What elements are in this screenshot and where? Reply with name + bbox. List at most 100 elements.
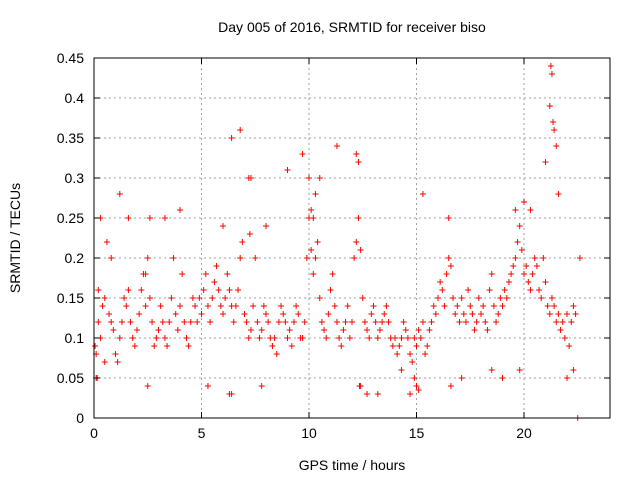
- data-point: [192, 303, 199, 309]
- data-point: [447, 263, 454, 269]
- data-point: [452, 311, 459, 317]
- data-point: [379, 319, 386, 325]
- data-point: [443, 271, 450, 277]
- data-point: [450, 295, 457, 301]
- data-point: [256, 335, 263, 341]
- data-point: [164, 343, 171, 349]
- data-point: [471, 327, 478, 333]
- data-point: [217, 303, 224, 309]
- y-tick-label: 0.25: [57, 210, 84, 226]
- data-point: [364, 327, 371, 333]
- data-point: [413, 343, 420, 349]
- data-point: [220, 223, 226, 229]
- data-point: [407, 351, 414, 357]
- data-point: [493, 319, 500, 325]
- data-point: [310, 215, 317, 221]
- data-point: [499, 303, 506, 309]
- data-point: [211, 279, 218, 285]
- data-point: [144, 255, 151, 261]
- data-point: [419, 191, 426, 197]
- data-point: [484, 327, 491, 333]
- data-point: [353, 239, 360, 245]
- data-point: [131, 343, 138, 349]
- data-point: [99, 303, 106, 309]
- data-point: [523, 263, 530, 269]
- data-point: [125, 287, 132, 293]
- data-point: [134, 327, 140, 333]
- data-point: [246, 231, 253, 237]
- data-point: [237, 127, 244, 133]
- data-point: [338, 343, 345, 349]
- data-point: [551, 303, 558, 309]
- data-point: [488, 367, 495, 373]
- data-point: [439, 287, 446, 293]
- data-point: [121, 295, 128, 301]
- data-point: [222, 295, 229, 301]
- grid-layer: [94, 58, 610, 418]
- data-point: [228, 135, 235, 141]
- data-point: [536, 287, 543, 293]
- data-point: [398, 335, 405, 341]
- data-point: [478, 311, 484, 317]
- data-point: [566, 343, 573, 349]
- data-point: [381, 311, 388, 317]
- data-point: [368, 311, 375, 317]
- data-point: [398, 367, 405, 373]
- data-point: [220, 311, 226, 317]
- data-point: [340, 327, 347, 333]
- y-tick-label: 0.05: [57, 370, 84, 386]
- data-point: [146, 295, 153, 301]
- data-point: [312, 255, 319, 261]
- data-point: [488, 271, 495, 277]
- data-point: [333, 143, 340, 149]
- data-point: [301, 319, 308, 325]
- data-point: [546, 103, 553, 109]
- data-point: [460, 311, 467, 317]
- data-point: [553, 319, 560, 325]
- data-point: [179, 271, 186, 277]
- data-point: [116, 191, 123, 197]
- data-point: [550, 119, 557, 125]
- data-point: [204, 383, 211, 389]
- data-point: [486, 287, 493, 293]
- data-point: [247, 175, 254, 181]
- data-point: [200, 287, 207, 293]
- data-point: [516, 367, 523, 373]
- data-point: [392, 335, 398, 341]
- data-point: [295, 311, 302, 317]
- data-point: [544, 303, 551, 309]
- data-point: [224, 271, 231, 277]
- data-point: [415, 387, 422, 393]
- data-point: [177, 207, 183, 213]
- data-point: [531, 255, 538, 261]
- data-point: [521, 271, 527, 277]
- data-point: [383, 303, 390, 309]
- y-tick-label: 0.45: [57, 50, 84, 66]
- data-point: [525, 279, 532, 285]
- data-point: [361, 319, 368, 325]
- data-point: [542, 159, 549, 165]
- data-point: [426, 327, 433, 333]
- data-point: [209, 295, 216, 301]
- data-point: [505, 279, 512, 285]
- y-tick-labels: 0 0.05 0.1 0.15 0.2 0.25 0.3 0.35 0.4 0.45: [57, 50, 84, 426]
- data-point: [288, 343, 295, 349]
- data-point: [333, 319, 340, 325]
- data-point: [202, 271, 209, 277]
- data-point: [445, 215, 452, 221]
- data-point: [548, 295, 555, 301]
- plot-frame: [93, 57, 611, 419]
- data-point: [533, 263, 540, 269]
- data-point: [508, 271, 515, 277]
- data-point: [161, 215, 168, 221]
- data-point: [282, 319, 289, 325]
- data-point: [516, 223, 523, 229]
- data-point: [146, 215, 153, 221]
- data-point: [518, 247, 525, 253]
- data-point: [237, 255, 244, 261]
- data-point: [366, 335, 373, 341]
- data-point: [428, 319, 435, 325]
- data-point: [142, 271, 149, 277]
- data-point: [232, 303, 239, 309]
